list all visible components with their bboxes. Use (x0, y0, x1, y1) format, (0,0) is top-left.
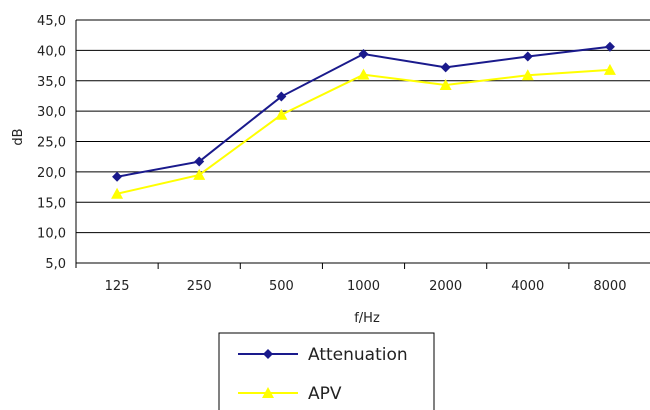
data-point-attenuation (604, 41, 615, 52)
y-tick-label: 10,0 (37, 227, 66, 242)
y-tick-label: 45,0 (37, 14, 66, 29)
data-point-apv (439, 79, 452, 91)
series-group (111, 41, 616, 199)
x-tick-label: 500 (269, 279, 294, 294)
data-point-apv (521, 69, 534, 81)
grid-lines (76, 19, 650, 234)
y-tick-label: 25,0 (37, 136, 66, 151)
y-tick-label: 40,0 (37, 44, 66, 59)
legend: Attenuation APV (218, 332, 435, 410)
y-tick-label: 35,0 (37, 75, 66, 90)
y-tick-label: 5,0 (45, 257, 66, 272)
series-line-attenuation (116, 45, 611, 178)
x-tick-label: 1000 (347, 279, 380, 294)
data-point-attenuation (522, 51, 533, 62)
data-point-apv (275, 108, 288, 120)
data-point-attenuation (358, 49, 369, 60)
axes (75, 20, 650, 269)
y-tick-label: 30,0 (37, 105, 66, 120)
x-tick-label: 8000 (593, 279, 626, 294)
data-point-apv (357, 68, 370, 80)
x-tick-label: 2000 (429, 279, 462, 294)
x-tick-label: 250 (187, 279, 212, 294)
data-point-attenuation (276, 91, 287, 102)
data-point-attenuation (440, 62, 451, 73)
x-tick-label: 125 (105, 279, 130, 294)
y-tick-label: 15,0 (37, 196, 66, 211)
legend-box (218, 332, 435, 410)
data-point-attenuation (112, 171, 123, 182)
data-point-apv (193, 168, 206, 180)
data-point-apv (603, 63, 616, 75)
data-point-attenuation (194, 156, 205, 167)
x-axis-title: f/Hz (354, 311, 380, 326)
x-tick-labels: 125 250 500 1000 2000 4000 8000 (105, 279, 627, 294)
y-tick-labels: 5,0 10,0 15,0 20,0 25,0 30,0 35,0 40,0 45,0 (37, 14, 66, 272)
data-point-apv (111, 187, 124, 199)
legend-marker-attenuation (263, 349, 273, 359)
x-tick-label: 4000 (511, 279, 544, 294)
y-tick-label: 20,0 (37, 166, 66, 181)
series-line-apv (116, 68, 610, 195)
legend-label-attenuation: Attenuation (308, 345, 408, 365)
legend-label-apv: APV (308, 384, 342, 404)
legend-marker-apv (262, 387, 274, 398)
y-axis-title: dB (11, 128, 26, 145)
